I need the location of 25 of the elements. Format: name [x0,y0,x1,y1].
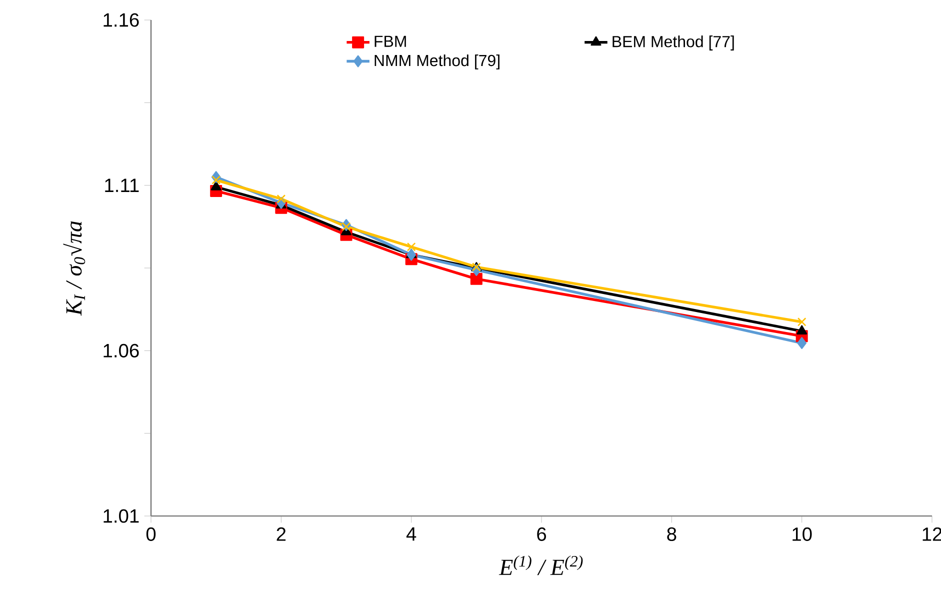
point [276,194,286,204]
x-tick-label: 6 [537,527,546,541]
legend-label: BEM Method [77] [612,36,734,50]
x-tick-label: 8 [667,527,676,541]
x-tick-label: 10 [792,527,812,541]
y-tick-label: 1.16 [104,13,139,27]
point [406,242,416,252]
y-tick-label: 1.01 [104,509,139,523]
y-tick-label: 1.06 [104,344,139,358]
legend-label: FBM [374,36,406,47]
point [212,176,221,184]
point [797,317,806,326]
point [796,325,808,334]
legend-label: NMM Method [79] [374,54,500,70]
point [342,222,351,232]
y-tick-label: 1.11 [105,178,139,192]
x-tick-label: 4 [406,527,416,541]
point [797,337,807,350]
y-axis-title: K$_{I}$ / σ$_{0}$√πa [63,221,86,316]
point [406,248,416,261]
point [210,180,222,190]
x-axis-title: E$^{(1)}$ / E$^{(2)}$ [498,555,583,576]
point [470,272,482,285]
x-tick-label: 0 [146,527,156,541]
x-tick-label: 2 [276,527,286,541]
